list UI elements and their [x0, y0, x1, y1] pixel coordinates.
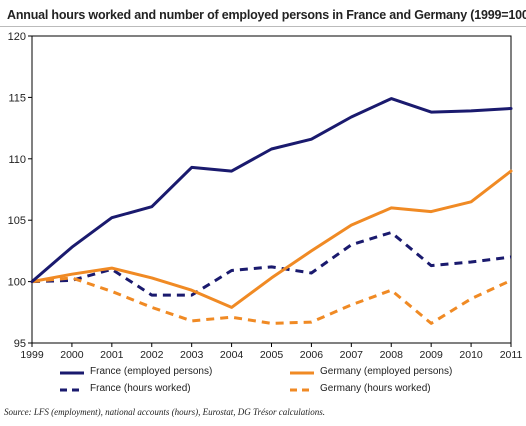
legend-label-france-hours-worked: France (hours worked) [90, 383, 191, 394]
y-tick-label: 110 [8, 154, 26, 166]
title-divider [0, 26, 526, 27]
x-tick-label: 2006 [300, 349, 324, 361]
y-tick-label: 95 [14, 338, 26, 350]
x-tick-label: 2011 [500, 349, 523, 361]
x-tick-label: 2005 [260, 349, 284, 361]
legend-label-germany-hours-worked: Germany (hours worked) [320, 383, 431, 394]
legend-label-germany-employed-persons: Germany (employed persons) [320, 366, 453, 377]
x-tick-label: 2010 [459, 349, 483, 361]
x-tick-label: 2009 [419, 349, 443, 361]
x-tick-label: 2004 [220, 349, 244, 361]
x-tick-label: 2008 [380, 349, 404, 361]
series-line-france-hours-worked [31, 231, 512, 297]
x-tick-label: 2000 [60, 349, 84, 361]
y-tick-label: 120 [8, 31, 26, 43]
legend-label-france-employed-persons: France (employed persons) [90, 366, 213, 377]
x-tick-label: 2002 [140, 349, 164, 361]
plot-frame [31, 35, 512, 344]
x-tick-label: 2007 [340, 349, 364, 361]
y-tick-label: 105 [8, 215, 26, 227]
y-tick-label: 115 [8, 92, 26, 104]
x-tick-label: 1999 [20, 349, 44, 361]
series-line-germany-employed-persons [30, 169, 513, 309]
x-tick-label: 2001 [100, 349, 124, 361]
series-line-germany-hours-worked [31, 276, 512, 325]
x-tick-label: 2003 [180, 349, 204, 361]
chart-title: Annual hours worked and number of employ… [7, 8, 526, 22]
source-note: Source: LFS (employment), national accou… [4, 407, 326, 417]
y-tick-label: 100 [8, 277, 26, 289]
series-line-france-employed-persons [30, 97, 513, 284]
